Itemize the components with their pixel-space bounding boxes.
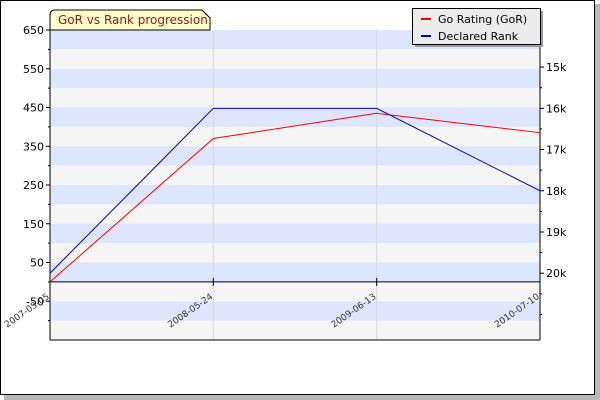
plot-band [50, 262, 540, 282]
plot-band [50, 165, 540, 185]
plot-band [50, 223, 540, 244]
left-tick-label: 350 [23, 140, 44, 153]
plot-band [50, 146, 540, 166]
right-tick-label: 16k [546, 102, 567, 115]
plot-band [50, 126, 540, 147]
series-lines [49, 107, 541, 283]
right-tick-label: 17k [546, 144, 567, 157]
chart-title-box: GoR vs Rank progression [49, 9, 211, 31]
left-tick-label: -50 [26, 295, 44, 308]
plot-band [50, 88, 540, 108]
series-line-gor [49, 112, 541, 283]
left-tick-label: 650 [23, 24, 44, 37]
plot-band [50, 107, 540, 127]
plot-band [50, 185, 540, 205]
left-tick-label: 50 [30, 257, 44, 270]
legend-box [412, 8, 541, 45]
legend-label-rank: Declared Rank [438, 30, 519, 43]
plot-band [50, 301, 540, 321]
chart-title: GoR vs Rank progression [58, 13, 208, 27]
plot-background-bands [50, 30, 540, 340]
plot-band [50, 243, 540, 263]
plot-band [50, 281, 540, 302]
right-axis-ticks: 15k 16k 17k 18k 19k 20k [540, 45, 567, 315]
left-tick-label: 450 [23, 102, 44, 115]
legend: Go Rating (GoR) Declared Rank [412, 8, 543, 47]
right-tick-label: 19k [546, 226, 567, 239]
right-tick-label: 15k [546, 61, 567, 74]
series-line-rank [49, 107, 541, 274]
left-tick-label: 250 [23, 179, 44, 192]
legend-label-gor: Go Rating (GoR) [438, 13, 527, 26]
plot-band [50, 49, 540, 69]
left-tick-label: 150 [23, 218, 44, 231]
grid-lines [212, 30, 378, 340]
left-tick-label: 550 [23, 63, 44, 76]
chart-title-tab [49, 9, 211, 31]
plot-band [50, 320, 540, 340]
right-tick-label: 18k [546, 185, 567, 198]
plot-band [50, 204, 540, 224]
right-tick-label: 20k [546, 267, 567, 280]
plot-band [50, 68, 540, 89]
left-axis-ticks: 650 550 450 350 250 150 50 -50 [23, 24, 50, 322]
